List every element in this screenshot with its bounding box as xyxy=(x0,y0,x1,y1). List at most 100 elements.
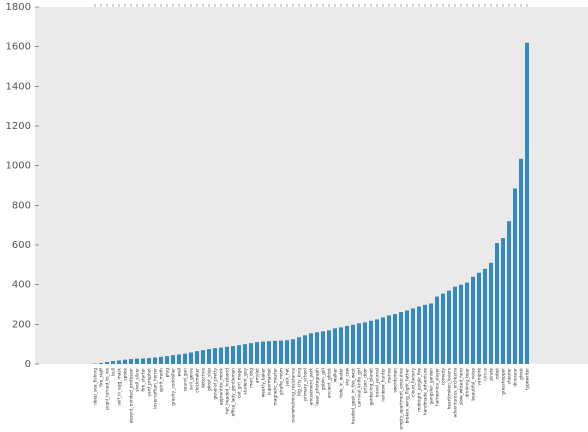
x-tick-label: walker xyxy=(333,368,339,382)
x-tick-label: broken_wing_flight_father xyxy=(405,368,411,424)
x-tick-label: drinking_bear xyxy=(465,368,471,398)
bar xyxy=(453,286,457,364)
bar xyxy=(351,324,355,364)
bar xyxy=(339,327,343,364)
x-tick-label: giraffe_mom xyxy=(279,368,285,395)
bar xyxy=(249,343,253,364)
x-tick-label: carnival_knife_girl xyxy=(357,368,363,407)
x-tick-label: amusement_park xyxy=(309,368,315,406)
y-tick-label: 0 xyxy=(25,359,31,370)
bar xyxy=(423,304,427,364)
x-tick-label: hot_headed_husband xyxy=(225,368,231,414)
bar xyxy=(363,322,367,364)
bar xyxy=(195,351,199,364)
bar xyxy=(417,306,421,364)
bar xyxy=(333,328,337,364)
bar xyxy=(477,272,481,364)
x-tick-label: gardening_planet xyxy=(369,368,375,406)
bar xyxy=(321,331,325,364)
bar xyxy=(105,362,109,364)
x-tick-label: ghost xyxy=(519,368,525,380)
bar xyxy=(441,293,445,364)
bar xyxy=(117,360,121,364)
x-tick-label: self_in_egg_mask xyxy=(117,368,123,406)
bar xyxy=(315,332,319,364)
bar xyxy=(159,356,163,364)
x-tick-label: deep_sea_fishing xyxy=(93,368,99,405)
x-tick-label: cloud_factory xyxy=(411,368,417,397)
x-tick-label: ancient_ghost xyxy=(327,368,333,398)
bar xyxy=(135,358,139,364)
x-tick-label: prison_door xyxy=(363,368,369,393)
bar xyxy=(435,296,439,364)
bar xyxy=(303,335,307,364)
x-tick-label: rainbow_hunter xyxy=(381,368,387,402)
x-tick-label: circus xyxy=(483,367,489,380)
y-tick-label: 1400 xyxy=(6,81,31,92)
x-tick-label: general_pretty xyxy=(213,368,219,400)
bar xyxy=(483,268,487,364)
x-tick-label: pupil_turned_to_ice xyxy=(105,368,111,410)
bar xyxy=(309,333,313,364)
x-tick-label: apprentice_monk xyxy=(219,367,225,405)
x-tick-label: wall xyxy=(177,368,183,377)
x-tick-label: overwhelming_resistance xyxy=(291,368,297,423)
x-tick-label: robot xyxy=(495,368,501,380)
x-tick-label: pirate xyxy=(489,368,495,381)
bar xyxy=(255,342,259,364)
x-tick-label: big_city_king xyxy=(297,368,303,396)
bar xyxy=(183,353,187,364)
bar xyxy=(141,358,145,364)
y-tick-label: 600 xyxy=(12,240,31,251)
bar xyxy=(495,243,499,364)
x-tick-label: detective xyxy=(201,368,207,388)
bar xyxy=(207,349,211,364)
bar xyxy=(369,320,373,364)
x-tick-label: shooter xyxy=(507,368,513,385)
x-tick-label: office_lady_gentleman xyxy=(231,368,237,417)
bar xyxy=(297,337,301,364)
x-tick-label: primary_school xyxy=(303,368,309,401)
bar xyxy=(213,348,217,364)
x-tick-label: amulet xyxy=(255,368,261,383)
bar xyxy=(123,359,127,364)
bar xyxy=(129,359,133,364)
bar xyxy=(525,42,529,364)
x-tick-label: harmonica_slayer xyxy=(435,368,441,406)
bar xyxy=(411,308,415,364)
x-tick-label: student_guy xyxy=(243,368,249,395)
x-tick-label: beautiful_noise xyxy=(471,368,477,401)
bar xyxy=(429,303,433,364)
y-tick-label: 1000 xyxy=(6,161,31,172)
bar xyxy=(387,315,391,364)
x-tick-label: yard_prophet xyxy=(147,368,153,397)
x-tick-label: magnetic_master xyxy=(273,368,279,406)
x-tick-label: fire_starter xyxy=(141,368,147,392)
bar xyxy=(153,357,157,364)
x-tick-label: clockmaker xyxy=(195,368,201,393)
bar xyxy=(291,339,295,364)
bar xyxy=(375,319,379,364)
x-tick-label: marine xyxy=(387,368,393,384)
x-tick-label: mad_dog xyxy=(249,368,255,388)
x-tick-label: laser_photograph xyxy=(315,368,321,406)
bar xyxy=(225,346,229,364)
x-tick-label: evil_genie xyxy=(189,368,195,390)
x-tick-label: plug xyxy=(165,368,171,378)
x-tick-label: sky_cow xyxy=(345,368,351,386)
x-tick-label: midnight_jungle_fire xyxy=(417,368,423,412)
bar xyxy=(165,356,169,364)
bar xyxy=(99,363,103,364)
bar xyxy=(507,221,511,364)
bar xyxy=(465,282,469,364)
x-tick-label: empty_apartment_executive xyxy=(399,368,405,430)
bar xyxy=(171,355,175,364)
bar xyxy=(501,238,505,364)
x-tick-label: grasshopper xyxy=(501,368,507,395)
bar xyxy=(471,276,475,364)
bar xyxy=(147,358,151,364)
x-tick-label: gravity_controller xyxy=(171,368,177,406)
x-tick-label: swordsman xyxy=(393,368,399,393)
y-tick-label: 1600 xyxy=(6,42,31,53)
